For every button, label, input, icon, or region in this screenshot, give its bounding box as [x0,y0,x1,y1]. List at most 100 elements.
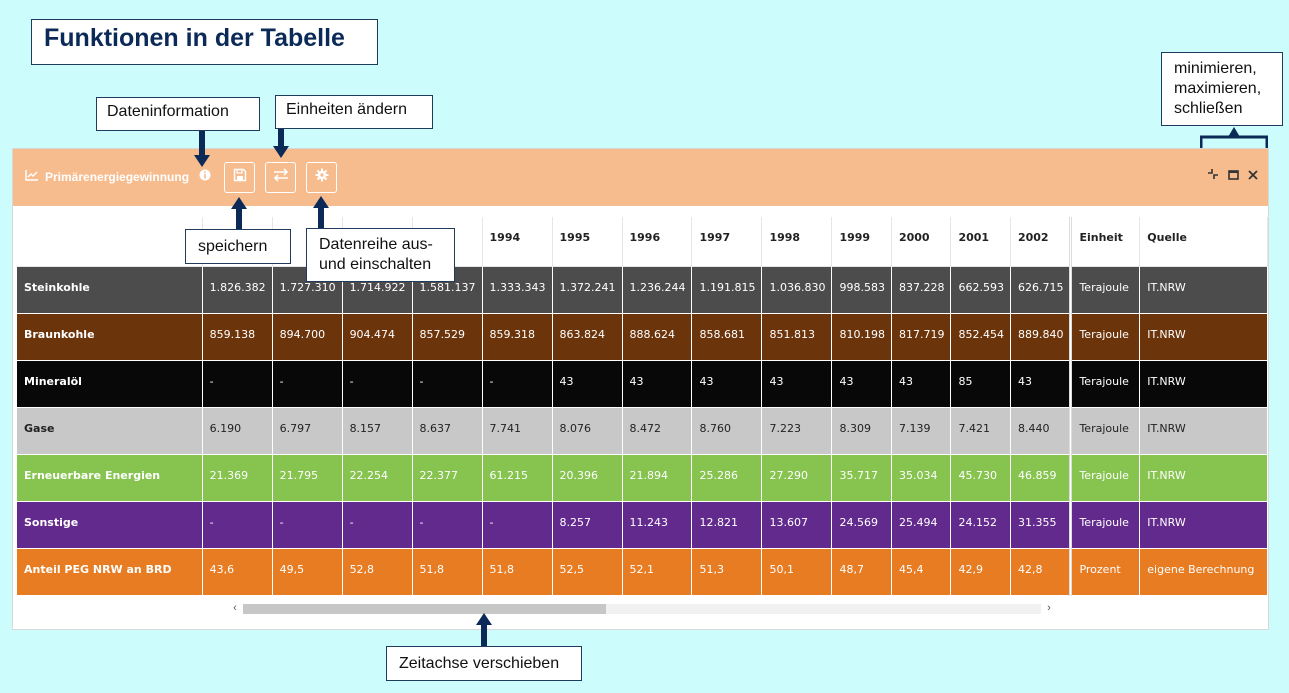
table-cell: 52,1 [622,548,693,596]
table-cell: 43 [691,360,763,408]
table-cell: 8.637 [412,407,483,455]
callout-einheiten-aendern: Einheiten ändern [275,95,433,129]
table-cell: 8.440 [1010,407,1072,455]
table-cell: 43 [552,360,623,408]
scrollbar-thumb[interactable] [243,604,606,614]
table-cell: 7.223 [761,407,833,455]
table-cell: 46.859 [1010,454,1072,502]
einheit-cell: Terajoule [1069,313,1141,361]
table-cell: 85 [950,360,1011,408]
table-cell: 13.607 [761,501,833,549]
table-cell: 24.569 [831,501,892,549]
window-title: Primärenergiegewinnung [45,169,190,184]
table-cell: 859.138 [202,313,273,361]
year-header: 1995 [552,217,623,267]
change-units-button[interactable] [265,162,296,193]
quelle-cell: eigene Berechnung [1139,548,1268,596]
table-cell: 49,5 [272,548,343,596]
table-cell: 48,7 [831,548,892,596]
series-toggle-button[interactable] [306,162,337,193]
minimize-button[interactable] [1206,168,1220,184]
swap-icon [273,168,289,187]
scroll-right-icon[interactable]: › [1047,602,1051,614]
table-cell: 857.529 [412,313,483,361]
callout-line: maximieren, [1174,80,1262,97]
scroll-left-icon[interactable]: ‹ [233,602,237,614]
year-header: 2002 [1010,217,1072,267]
arrow-up-icon [231,197,247,230]
table-cell: 1.036.830 [761,266,833,314]
close-icon [1248,167,1258,185]
callout-line: minimieren, [1174,60,1257,77]
einheit-cell: Terajoule [1069,407,1141,455]
maximize-icon [1227,167,1239,185]
quelle-cell: IT.NRW [1139,407,1268,455]
quelle-cell: IT.NRW [1139,313,1268,361]
close-button[interactable] [1246,168,1260,184]
info-icon[interactable] [199,169,211,184]
einheit-header: Einheit [1069,217,1141,267]
table-cell: 50,1 [761,548,833,596]
table-cell: 45.730 [950,454,1011,502]
scrollbar-track[interactable] [243,604,1041,614]
table-cell: 894.700 [272,313,343,361]
table-cell: 904.474 [342,313,413,361]
maximize-button[interactable] [1226,168,1240,184]
table-cell: 858.681 [691,313,763,361]
table-row[interactable]: Gase 6.190 6.797 8.157 8.637 7.741 8.076 8.472 8… [17,407,1268,455]
arrow-down-icon [273,129,289,158]
table-row[interactable]: Anteil PEG NRW an BRD 43,6 49,5 52,8 51,8 51,… [17,548,1268,596]
callout-line: Datenreihe aus- [319,236,433,253]
year-header: 2000 [891,217,952,267]
table-cell: - [272,501,343,549]
table-row[interactable]: Erneuerbare Energien 21.369 21.795 22.254 22… [17,454,1268,502]
table-cell: - [202,360,273,408]
year-header: 1996 [622,217,693,267]
callout-fenster-steuerung: minimieren, maximieren, schließen [1161,52,1283,126]
table-cell: 43 [622,360,693,408]
table-cell: 51,8 [482,548,553,596]
year-header: 1999 [831,217,892,267]
table-cell: 810.198 [831,313,892,361]
table-cell: 1.826.382 [202,266,273,314]
table-window: Primärenergiegewinnung [12,148,1269,630]
row-label: Erneuerbare Energien [17,454,203,502]
table-cell: 61.215 [482,454,553,502]
table-row[interactable]: Steinkohle 1.826.382 1.727.310 1.714.922 1.5… [17,266,1268,314]
table-cell: 21.369 [202,454,273,502]
table-cell: 852.454 [950,313,1011,361]
table-cell: 25.494 [891,501,952,549]
table-cell: - [482,501,553,549]
table-row[interactable]: Sonstige - - - - -8.257 11.243 12.821 13.607 24.5… [17,501,1268,549]
table-cell: 8.076 [552,407,623,455]
table-cell: 35.717 [831,454,892,502]
table-cell: 43 [761,360,833,408]
horizontal-scrollbar[interactable]: ‹ › [229,602,1055,616]
table-cell: 52,8 [342,548,413,596]
row-label: Braunkohle [17,313,203,361]
bracket-icon [1200,127,1268,148]
table-row[interactable]: Braunkohle 859.138 894.700 904.474 857.529 85… [17,313,1268,361]
save-button[interactable] [224,162,255,193]
table-cell: 27.290 [761,454,833,502]
table-cell: 626.715 [1010,266,1072,314]
table-cell: 7.741 [482,407,553,455]
table-cell: 45,4 [891,548,952,596]
arrow-up-icon [476,613,492,646]
table-cell: 42,8 [1010,548,1072,596]
callout-speichern: speichern [185,229,291,264]
table-cell: 7.421 [950,407,1011,455]
einheit-cell: Terajoule [1069,360,1141,408]
table-cell: 8.472 [622,407,693,455]
quelle-cell: IT.NRW [1139,266,1268,314]
table-cell: - [482,360,553,408]
table-cell: - [412,360,483,408]
window-header: Primärenergiegewinnung [13,149,1268,206]
slide-title: Funktionen in der Tabelle [31,19,378,65]
header-corner [17,217,203,267]
table-cell: 12.821 [691,501,763,549]
table-cell: 6.190 [202,407,273,455]
table-row[interactable]: Mineralöl - - - - -43 43 43 43 43 43 85 43 Terajoule I… [17,360,1268,408]
table-cell: 43,6 [202,548,273,596]
row-label: Steinkohle [17,266,203,314]
